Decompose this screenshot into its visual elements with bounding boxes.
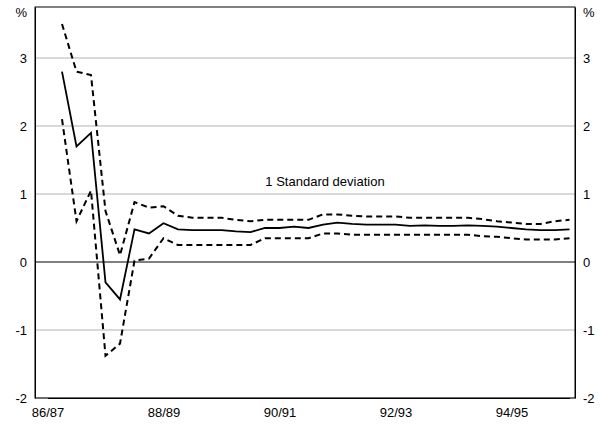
- y-tick-label: 2: [583, 119, 590, 134]
- grid-line: [35, 330, 575, 331]
- band-line: [62, 119, 570, 356]
- y-tick: 2: [575, 119, 590, 134]
- x-tick-label: 88/89: [148, 405, 181, 420]
- y-tick-label: 3: [20, 51, 27, 66]
- y-tick-label: 1: [583, 187, 590, 202]
- grid-line: [35, 126, 575, 127]
- y-tick: -2: [15, 391, 35, 406]
- unit-label: %: [15, 5, 27, 20]
- band-line: [62, 24, 570, 255]
- y-tick-label: -1: [15, 323, 27, 338]
- plot-frame: [35, 7, 575, 398]
- left-y-axis: -2 -1 0 1 2 3: [15, 8, 35, 406]
- x-axis: 86/87 88/89 90/91 92/93 94/95: [32, 398, 570, 420]
- y-tick: 2: [20, 119, 35, 134]
- y-tick: -2: [575, 391, 595, 406]
- y-tick-label: 1: [20, 187, 27, 202]
- annotation: 1 Standard deviation: [265, 174, 384, 189]
- y-tick: 0: [575, 255, 590, 270]
- y-tick-label: 3: [583, 51, 590, 66]
- x-tick: 88/89: [148, 398, 181, 420]
- y-tick: 0: [20, 255, 35, 270]
- x-tick-label: 94/95: [496, 405, 529, 420]
- x-axis-line: [48, 398, 570, 399]
- estimate-line: [62, 72, 570, 300]
- y-tick: 1: [20, 187, 35, 202]
- grid-line: [35, 194, 575, 195]
- y-tick: 3: [575, 51, 590, 66]
- y-tick: -1: [15, 323, 35, 338]
- grid-line: [35, 58, 575, 59]
- x-tick-label: 86/87: [32, 405, 65, 420]
- x-tick-label: 92/93: [380, 405, 413, 420]
- left-y-axis-line: [35, 8, 36, 399]
- chart: 86/87 88/89 90/91 92/93 94/95 -2 -1 0 1 2 3 -2 -1 0 1 2…: [0, 0, 600, 428]
- y-tick-label: -1: [583, 323, 595, 338]
- y-tick: 3: [20, 51, 35, 66]
- y-tick-label: -2: [583, 391, 595, 406]
- x-tick: 86/87: [32, 398, 65, 420]
- x-tick-label: 90/91: [264, 405, 297, 420]
- unit-label: %: [583, 5, 595, 20]
- y-tick-label: -2: [15, 391, 27, 406]
- right-y-axis: -2 -1 0 1 2 3: [575, 8, 595, 406]
- y-tick-label: 2: [20, 119, 27, 134]
- x-tick: 94/95: [496, 398, 529, 420]
- x-tick: 90/91: [264, 398, 297, 420]
- right-y-axis-line: [575, 8, 576, 399]
- x-tick: 92/93: [380, 398, 413, 420]
- series-group: [62, 24, 570, 356]
- y-tick: -1: [575, 323, 595, 338]
- grid: [35, 58, 575, 398]
- zero-line: [35, 262, 575, 263]
- y-tick: 1: [575, 187, 590, 202]
- y-tick-label: 0: [20, 255, 27, 270]
- y-tick-label: 0: [583, 255, 590, 270]
